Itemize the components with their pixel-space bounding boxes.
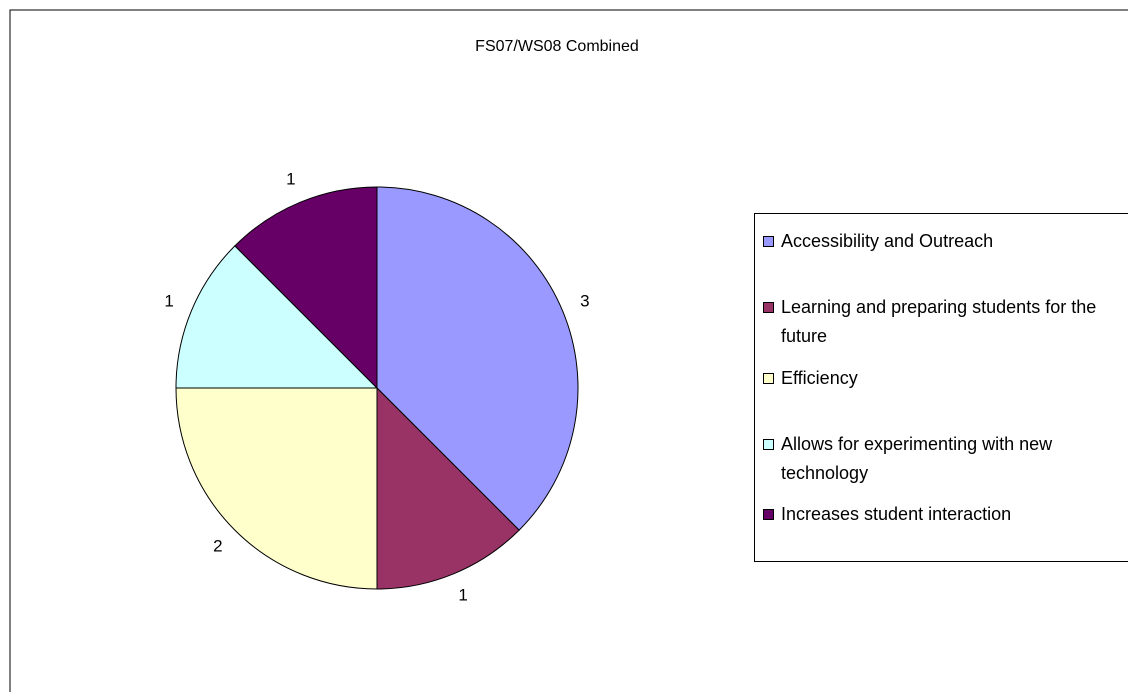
data-label: 1: [286, 170, 295, 189]
data-label: 1: [164, 291, 173, 310]
legend-swatch: [763, 236, 774, 247]
legend-swatch: [763, 373, 774, 384]
legend: Accessibility and Outreach Learning and p…: [754, 213, 1128, 562]
legend-label: Efficiency: [781, 368, 858, 388]
legend-item: Increases student interaction: [763, 500, 1113, 529]
pie-slice: [175, 245, 379, 389]
legend-item: Learning and preparing students for the …: [763, 293, 1113, 351]
legend-item: Efficiency: [763, 364, 1113, 393]
pie-slice: [376, 186, 579, 531]
legend-swatch: [763, 509, 774, 520]
data-label: 3: [580, 291, 589, 310]
data-label: 2: [213, 537, 222, 556]
pie-slice: [175, 387, 378, 590]
legend-item: Accessibility and Outreach: [763, 227, 1113, 256]
legend-item: Allows for experimenting with new techno…: [763, 430, 1113, 488]
legend-swatch: [763, 302, 774, 313]
chart-title: FS07/WS08 Combined: [475, 38, 639, 55]
pie-slice: [376, 386, 520, 590]
pie-slice: [234, 186, 378, 390]
data-label: 1: [458, 585, 467, 604]
chart-frame: [9, 9, 1128, 692]
legend-swatch: [763, 439, 774, 450]
legend-label: Allows for experimenting with new techno…: [781, 434, 1053, 483]
legend-label: Accessibility and Outreach: [781, 231, 994, 251]
legend-label: Learning and preparing students for the …: [781, 297, 1097, 346]
legend-label: Increases student interaction: [781, 504, 1012, 524]
